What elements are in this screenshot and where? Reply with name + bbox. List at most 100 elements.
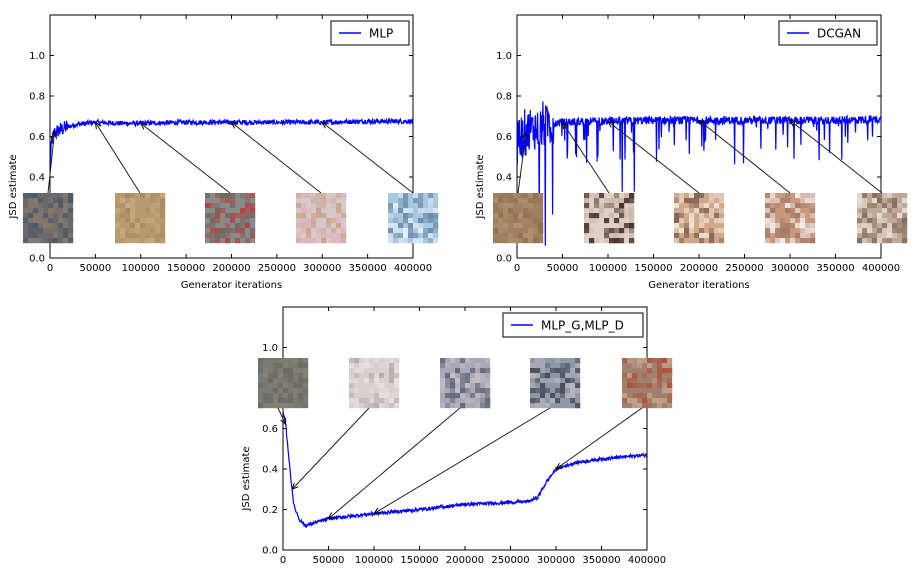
thumbnail-cell [662,363,668,369]
sample-thumbnail [258,358,309,409]
thumbnail-cell [498,228,504,234]
thumbnail-cell [480,403,486,409]
thumbnail-cell [408,223,414,229]
thumbnail-cell [627,403,633,409]
x-tick-label: 300000 [537,555,575,566]
thumbnail-cell [311,238,317,244]
thumbnail-cell [288,368,294,374]
thumbnail-cell [614,203,620,209]
thumbnail-cell [125,233,131,239]
thumbnail-cell [637,373,643,379]
thumbnail-cell [215,203,221,209]
thumbnail-cell [379,373,385,379]
x-tick-label: 50000 [313,555,345,566]
y-axis-label: JSD estimate [241,446,252,511]
thumbnail-cell [23,213,29,219]
thumbnail-cell [877,223,883,229]
thumbnail-cell [58,213,64,219]
thumbnail-cell [770,228,776,234]
thumbnail-cell [235,218,241,224]
thumbnail-cell [316,198,322,204]
thumbnail-cell [470,403,476,409]
thumbnail-cell [714,223,720,229]
thumbnail-cell [684,223,690,229]
thumbnail-cell [258,368,264,374]
thumbnail-cell [887,233,893,239]
thumbnail-cell [594,198,600,204]
thumbnail-cell [150,198,156,204]
thumbnail-cell [684,208,690,214]
thumbnail-cell [498,203,504,209]
annotation-arrow [277,407,286,424]
thumbnail-cell [555,358,561,364]
thumbnail-cell [140,238,146,244]
x-tick-label: 200000 [446,555,484,566]
thumbnail-cell [235,193,241,199]
thumbnail-cell [220,238,226,244]
thumbnail-cell [349,403,355,409]
thumbnail-cell [388,198,394,204]
thumbnail-cell [523,198,529,204]
thumbnail-cell [440,363,446,369]
thumbnail-cell [258,378,264,384]
thumbnail-cell [629,218,635,224]
thumbnail-cell [902,203,908,209]
thumbnail-cell [120,193,126,199]
thumbnail-cell [293,363,299,369]
thumbnail-cell [775,208,781,214]
thumbnail-cell [298,383,304,389]
thumbnail-cell [570,398,576,404]
thumbnail-cell [480,368,486,374]
thumbnail-cell [145,238,151,244]
thumbnail-cell [684,213,690,219]
thumbnail-cell [359,398,365,404]
thumbnail-cell [857,233,863,239]
thumbnail-cell [679,213,685,219]
thumbnail-cell [622,363,628,369]
thumbnail-cell [369,373,375,379]
thumbnail-cell [902,218,908,224]
thumbnail-cell [637,398,643,404]
thumbnail-cell [892,233,898,239]
thumbnail-cell [250,218,256,224]
legend-entry: MLP [369,27,393,41]
thumbnail-cell [790,238,796,244]
thumbnail-cell [555,368,561,374]
thumbnail-cell [140,223,146,229]
thumbnail-cell [278,358,284,364]
thumbnail-cell [795,238,801,244]
thumbnail-cell [704,228,710,234]
thumbnail-cell [288,373,294,379]
chart-dcgan: 0 50000 100000 150000 200000 250000 300000 3500… [475,14,908,291]
thumbnail-cell [210,208,216,214]
thumbnail-cell [393,233,399,239]
thumbnail-cell [326,208,332,214]
thumbnail-cell [374,388,380,394]
thumbnail-cell [498,223,504,229]
thumbnail-cell [235,203,241,209]
thumbnail-cell [306,203,312,209]
thumbnail-cell [689,228,695,234]
thumbnail-cell [210,198,216,204]
thumbnail-cell [283,398,289,404]
thumbnail-cell [53,233,59,239]
thumbnail-cell [288,398,294,404]
thumbnail-cell [619,228,625,234]
thumbnail-cell [619,223,625,229]
thumbnail-cell [622,358,628,364]
thumbnail-cell [43,228,49,234]
thumbnail-cell [316,213,322,219]
thumbnail-cell [306,228,312,234]
thumbnail-cell [679,198,685,204]
thumbnail-cell [326,218,332,224]
thumbnail-cell [790,218,796,224]
thumbnail-cell [331,198,337,204]
thumbnail-cell [589,208,595,214]
thumbnail-cell [33,203,39,209]
thumbnail-cell [795,203,801,209]
thumbnail-cell [205,193,211,199]
thumbnail-cell [354,388,360,394]
thumbnail-cell [215,208,221,214]
thumbnail-cell [215,193,221,199]
thumbnail-cell [115,213,121,219]
